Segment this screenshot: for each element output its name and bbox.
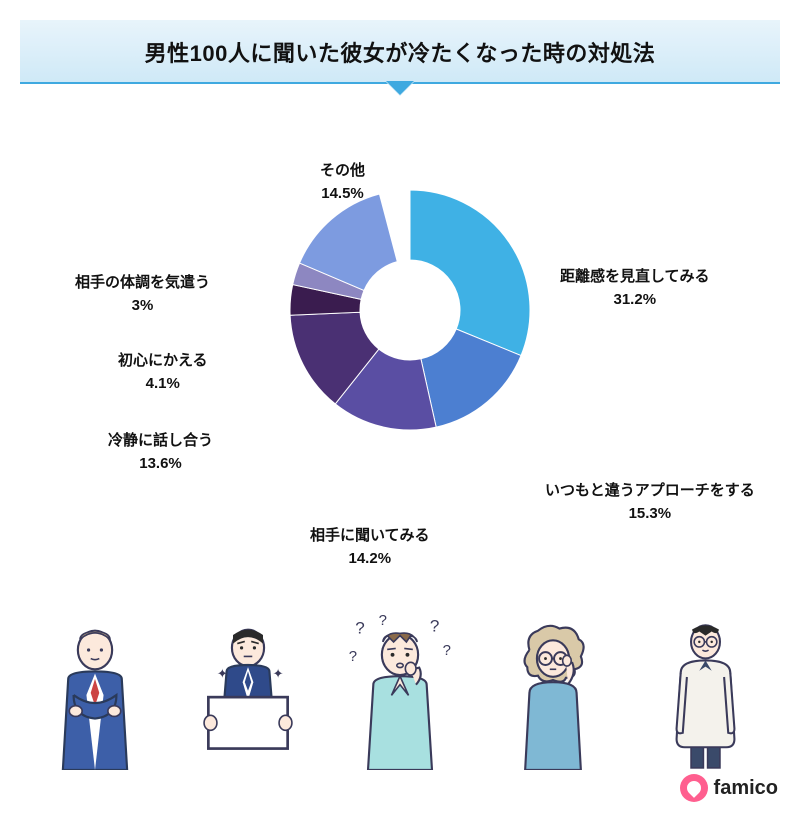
people-row: ✦ ✦ ? ? ? ? ? (30, 605, 770, 770)
person-illustration-5 (640, 610, 770, 770)
slice-label-6: その他14.5% (320, 160, 365, 205)
person-illustration-1 (30, 610, 160, 770)
brand-logo: famico (680, 774, 778, 802)
logo-mark-icon (680, 774, 708, 802)
svg-text:✦: ✦ (216, 666, 227, 681)
slice-label-3: 冷静に話し合う13.6% (108, 430, 213, 475)
banner-pointer-icon (386, 82, 414, 96)
person-illustration-2: ✦ ✦ (183, 610, 313, 770)
slice-label-1: いつもと違うアプローチをする15.3% (545, 480, 755, 525)
svg-text:?: ? (379, 612, 387, 629)
donut-hole (360, 260, 460, 360)
page-title: 男性100人に聞いた彼女が冷たくなった時の対処法 (20, 36, 780, 68)
slice-label-4: 初心にかえる4.1% (118, 350, 208, 395)
slice-label-5: 相手の体調を気遣う3% (75, 272, 210, 317)
svg-text:✦: ✦ (272, 666, 283, 681)
svg-text:?: ? (443, 642, 451, 659)
title-banner: 男性100人に聞いた彼女が冷たくなった時の対処法 (20, 20, 780, 84)
svg-text:?: ? (430, 616, 439, 635)
svg-text:?: ? (355, 618, 364, 637)
svg-text:?: ? (349, 648, 357, 665)
chart-area: 距離感を見直してみる31.2% いつもと違うアプローチをする15.3% 相手に聞… (0, 120, 800, 590)
person-illustration-3: ? ? ? ? ? (335, 610, 465, 770)
donut-chart (290, 190, 530, 430)
slice-label-2: 相手に聞いてみる14.2% (310, 525, 430, 570)
logo-text: famico (714, 777, 778, 800)
slice-label-0: 距離感を見直してみる31.2% (560, 266, 710, 311)
person-illustration-4 (488, 610, 618, 770)
